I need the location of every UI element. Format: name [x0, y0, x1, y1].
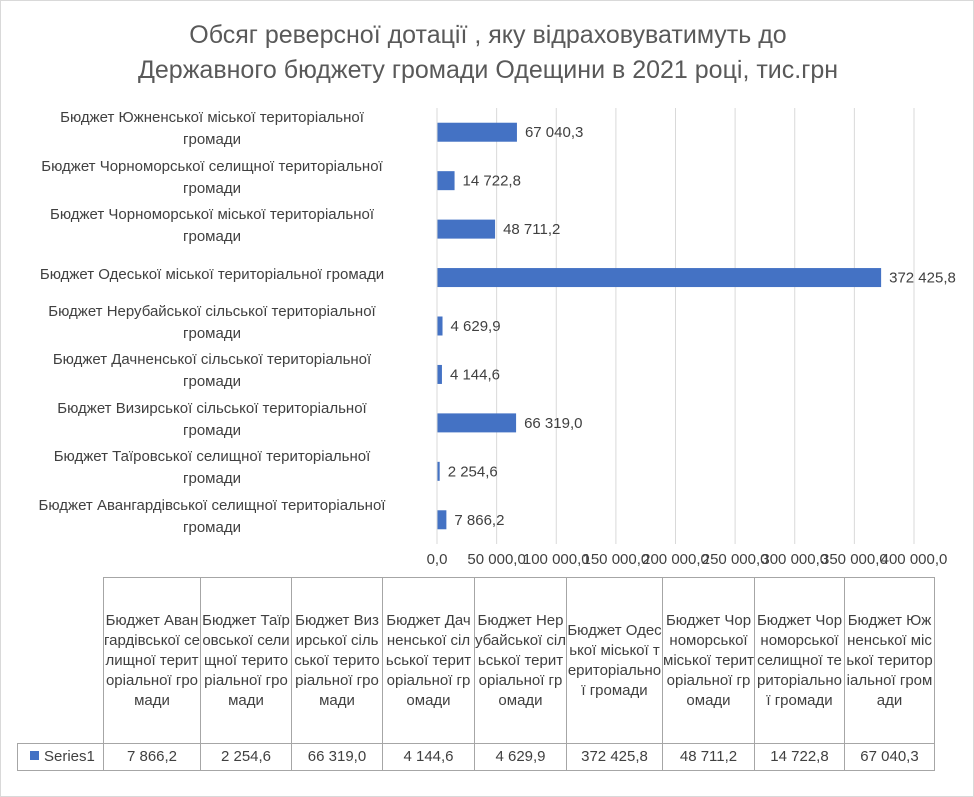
bar-data-label: 4 144,6 — [450, 366, 500, 383]
data-table-series-row: Series1 7 866,2 2 254,6 66 319,0 4 144,6 4 6… — [17, 743, 935, 771]
data-table-corner — [17, 577, 104, 744]
data-table-category-header: Бюджет Чорноморської міської територіаль… — [662, 577, 755, 744]
bar-data-label: 14 722,8 — [463, 173, 521, 190]
category-label: Бюджет Нерубайської сільської територіал… — [7, 301, 417, 345]
category-label: Бюджет Южненської міської територіальної… — [7, 107, 417, 151]
bar-data-label: 66 319,0 — [524, 415, 582, 432]
data-table-value-cell: 372 425,8 — [566, 743, 663, 771]
category-label-line: Бюджет Авангардівської селищної територі… — [38, 496, 386, 514]
category-label: Бюджет Одеської міської територіальної г… — [7, 264, 417, 286]
x-tick-label: 350 000,0 — [821, 551, 888, 568]
chart-title-line-2: Державного бюджету громади Одещини в 202… — [137, 56, 839, 84]
data-table-value-cell: 7 866,2 — [103, 743, 201, 771]
bar-data-label: 48 711,2 — [503, 221, 560, 238]
bar-data-label: 4 629,9 — [451, 318, 501, 335]
data-table-legend-cell: Series1 — [17, 743, 104, 771]
bar — [437, 219, 496, 239]
category-label-line: громади — [183, 228, 241, 246]
category-label-line: Бюджет Таїровської селищної територіальн… — [53, 448, 371, 466]
x-tick-label: 50 000,0 — [467, 551, 525, 568]
data-table-category-header: Бюджет Нерубайської сільської територіал… — [474, 577, 567, 744]
data-table-category-header: Бюджет Южненської міської територіальної… — [844, 577, 935, 744]
category-label-line: громади — [183, 518, 241, 536]
data-table-value-cell: 4 144,6 — [382, 743, 475, 771]
data-table: Бюджет Авангардівської селищної територі… — [17, 577, 935, 771]
bar-data-label: 372 425,8 — [889, 270, 956, 287]
category-label: Бюджет Дачненської сільської територіаль… — [7, 349, 417, 393]
category-label-line: Бюджет Дачненської сільської територіаль… — [52, 351, 372, 369]
data-table-category-header: Бюджет Таїровської селищної територіальн… — [200, 577, 292, 744]
data-table-header-row: Бюджет Авангардівської селищної територі… — [17, 577, 935, 744]
data-table-value-cell: 14 722,8 — [754, 743, 845, 771]
category-label-line: Бюджет Чорноморської міської територіаль… — [49, 206, 375, 224]
bar — [437, 122, 517, 142]
data-table-value-cell: 2 254,6 — [200, 743, 292, 771]
bar — [437, 510, 447, 530]
bar — [437, 268, 882, 288]
bar — [437, 364, 442, 384]
category-label-line: громади — [183, 421, 241, 439]
category-label: Бюджет Чорноморської селищної територіал… — [7, 156, 417, 200]
data-table-category-header: Бюджет Дачненської сільської територіаль… — [382, 577, 475, 744]
category-label-line: громади — [183, 131, 241, 149]
bar — [437, 461, 440, 481]
legend-series-name: Series1 — [44, 748, 95, 765]
bar — [437, 171, 455, 191]
x-tick-label: 250 000,0 — [702, 551, 769, 568]
category-label-line: громади — [183, 373, 241, 391]
chart-title-line-1: Обсяг реверсної дотації , яку відраховув… — [189, 21, 787, 49]
category-label: Бюджет Авангардівської селищної територі… — [7, 495, 417, 539]
category-label: Бюджет Чорноморської міської територіаль… — [7, 204, 417, 248]
bar — [437, 316, 443, 336]
x-tick-label: 400 000,0 — [881, 551, 948, 568]
category-label-line: Бюджет Визирської сільської територіальн… — [57, 399, 367, 417]
category-label: Бюджет Таїровської селищної територіальн… — [7, 446, 417, 490]
legend-swatch — [30, 751, 39, 760]
category-label-line: Бюджет Одеської міської територіальної г… — [39, 265, 385, 283]
data-table-value-cell: 48 711,2 — [662, 743, 755, 771]
bar-data-label: 7 866,2 — [454, 512, 504, 529]
data-table-value-cell: 67 040,3 — [844, 743, 935, 771]
category-label-line: громади — [183, 470, 241, 488]
category-label-line: громади — [183, 179, 241, 197]
x-tick-label: 150 000,0 — [583, 551, 650, 568]
category-label-line: громади — [183, 325, 241, 342]
data-table-category-header: Бюджет Одеської міської територіальної г… — [566, 577, 663, 744]
x-tick-label: 0,0 — [427, 551, 448, 568]
category-label-line: Бюджет Нерубайської сільської територіал… — [48, 303, 376, 320]
data-table-category-header: Бюджет Визирської сільської територіальн… — [291, 577, 383, 744]
bar-data-label: 2 254,6 — [448, 463, 498, 480]
data-table-category-header: Бюджет Чорноморської селищної територіал… — [754, 577, 845, 744]
x-tick-label: 200 000,0 — [642, 551, 709, 568]
bar-data-label: 67 040,3 — [525, 124, 583, 141]
category-label-line: Бюджет Южненської міської територіальної — [60, 109, 364, 127]
x-tick-label: 300 000,0 — [761, 551, 828, 568]
x-tick-label: 100 000,0 — [523, 551, 590, 568]
data-table-category-header: Бюджет Авангардівської селищної територі… — [103, 577, 201, 744]
data-table-value-cell: 4 629,9 — [474, 743, 567, 771]
category-label: Бюджет Визирської сільської територіальн… — [7, 398, 417, 442]
bar — [437, 413, 517, 433]
category-label-line: Бюджет Чорноморської селищної територіал… — [41, 157, 383, 175]
data-table-value-cell: 66 319,0 — [291, 743, 383, 771]
